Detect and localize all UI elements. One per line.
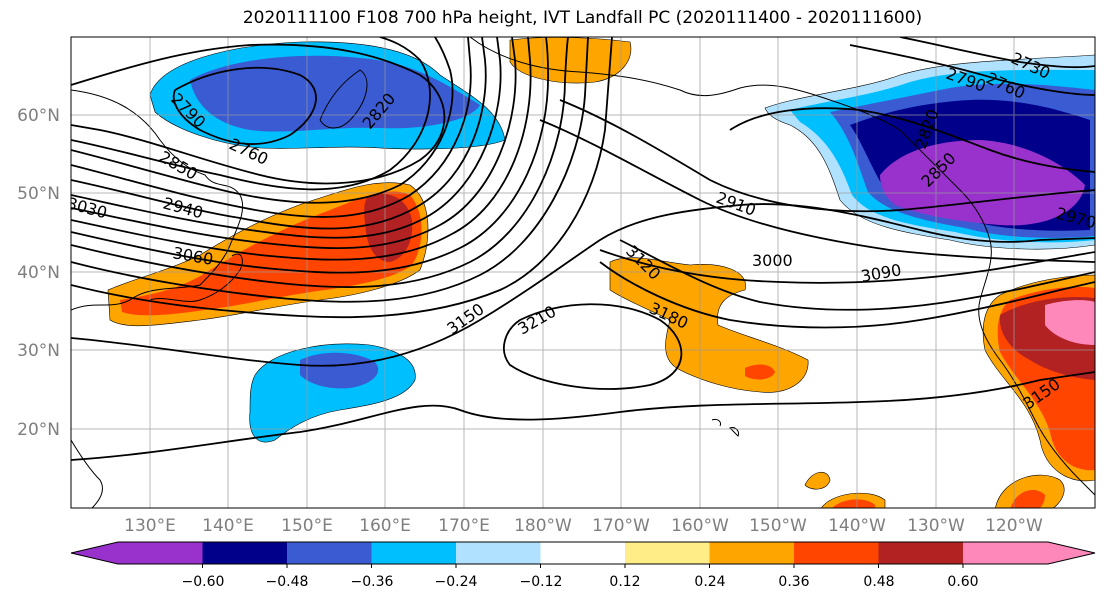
lat-label: 40°N	[17, 263, 60, 283]
contour-label: 3000	[752, 251, 793, 270]
colorbar-cell	[371, 542, 457, 564]
contour-3120-east	[619, 239, 1095, 311]
lon-label: 140°W	[828, 516, 886, 536]
contour-3090-west	[71, 37, 589, 303]
lon-labels: 130°E 140°E 150°E 160°E 170°E 180°W 170°…	[124, 516, 1043, 536]
coast-philippines	[71, 439, 103, 508]
map-title: 2020111100 F108 700 hPa height, IVT Land…	[242, 8, 923, 28]
colorbar-cell	[709, 542, 795, 564]
lon-label: 150°W	[749, 516, 807, 536]
lat-label: 60°N	[17, 106, 60, 126]
lon-label: 130°E	[124, 516, 176, 536]
lon-label: 180°W	[514, 516, 572, 536]
lat-labels: 60°N 50°N 40°N 30°N 20°N	[17, 106, 60, 440]
colorbar-cell	[202, 542, 288, 564]
lat-label: 50°N	[17, 184, 60, 204]
colorbar-cell	[287, 542, 372, 564]
pos-anomaly-south-a	[804, 472, 831, 490]
colorbar-tick-label: 0.60	[947, 574, 978, 590]
colorbar-tick-label: 0.48	[863, 574, 894, 590]
contour-3150-main	[71, 203, 1095, 367]
pos-anomaly-california-pink	[1045, 300, 1095, 345]
coast-alaska	[469, 37, 991, 241]
contour-3120-west	[71, 37, 613, 319]
neg-anomaly-subtropical-core	[300, 352, 379, 389]
pos-anomaly-west-red	[120, 191, 422, 316]
contour-3210	[503, 303, 683, 390]
colorbar-tick-label: 0.24	[694, 574, 725, 590]
contour-2910-east	[559, 99, 1095, 213]
contour-2820	[71, 37, 431, 191]
lon-label: 120°W	[985, 516, 1043, 536]
colorbar-cells	[71, 542, 1095, 564]
colorbar-cell	[963, 542, 1095, 564]
contour-2940	[71, 37, 502, 239]
pos-anomaly-south-b-red	[832, 499, 875, 508]
colorbar-outline	[70, 541, 1096, 565]
contour-2850	[71, 37, 454, 204]
colorbar-tick-labels: −0.60 −0.48 −0.36 −0.24 −0.12 0.12 0.24 …	[182, 574, 979, 590]
lon-label: 160°E	[359, 516, 411, 536]
colorbar-tick-label: −0.48	[266, 574, 309, 590]
colorbar-tick-label: −0.60	[182, 574, 225, 590]
contour-2880	[71, 37, 472, 218]
lon-label: 170°W	[592, 516, 650, 536]
colorbar-cell	[878, 542, 964, 564]
colorbar-cell	[540, 542, 626, 564]
contour-2790-east	[729, 107, 1095, 173]
pos-anomaly-south-c-red	[1010, 490, 1045, 508]
colorbar-tick-label: −0.12	[520, 574, 563, 590]
colorbar-cell	[794, 542, 879, 564]
colorbar-tick-label: −0.36	[351, 574, 394, 590]
lon-label: 130°W	[907, 516, 965, 536]
colorbar-tick-label: −0.24	[435, 574, 478, 590]
lat-label: 20°N	[17, 420, 60, 440]
colorbar-ticks	[202, 564, 964, 568]
pos-anomaly-north	[509, 37, 632, 84]
colorbar-cell	[625, 542, 710, 564]
coast-na-west	[978, 239, 1095, 496]
colorbar: −0.60 −0.48 −0.36 −0.24 −0.12 0.12 0.24 …	[70, 541, 1096, 590]
colorbar-tick-label: 0.12	[609, 574, 640, 590]
coast-japan	[149, 253, 243, 302]
lat-label: 30°N	[17, 341, 60, 361]
contour-3000-east	[539, 119, 1095, 263]
colorbar-cell	[71, 542, 203, 564]
height-contours	[71, 37, 1095, 461]
coast-hawaii	[711, 419, 739, 437]
contour-3060	[71, 37, 569, 288]
contour-2760-east	[849, 44, 1095, 96]
lon-label: 160°W	[671, 516, 729, 536]
contour-2970	[71, 37, 517, 250]
contour-2790-west	[71, 43, 446, 185]
coast-kamchatka	[319, 69, 368, 129]
gridlines	[71, 37, 1095, 508]
contour-3000-west	[71, 37, 532, 261]
lon-label: 170°E	[438, 516, 490, 536]
contour-3150-south	[71, 371, 1095, 461]
map-frame	[70, 36, 1096, 509]
contour-2910	[71, 37, 487, 230]
contour-3030	[71, 37, 549, 274]
map-panel: 2790 2760 2850 2820 2940 3030 3060 2730 …	[71, 37, 1095, 508]
contour-3090-east	[599, 249, 1095, 284]
pos-anomaly-central-red	[745, 364, 775, 380]
contour-3180	[599, 261, 1095, 329]
colorbar-cell	[456, 542, 541, 564]
pos-anomaly-central	[609, 257, 809, 393]
lon-label: 150°E	[281, 516, 333, 536]
contour-2730-east	[899, 37, 1095, 69]
colorbar-tick-label: 0.36	[778, 574, 809, 590]
lon-label: 140°E	[202, 516, 254, 536]
contour-2760-west	[172, 66, 317, 145]
